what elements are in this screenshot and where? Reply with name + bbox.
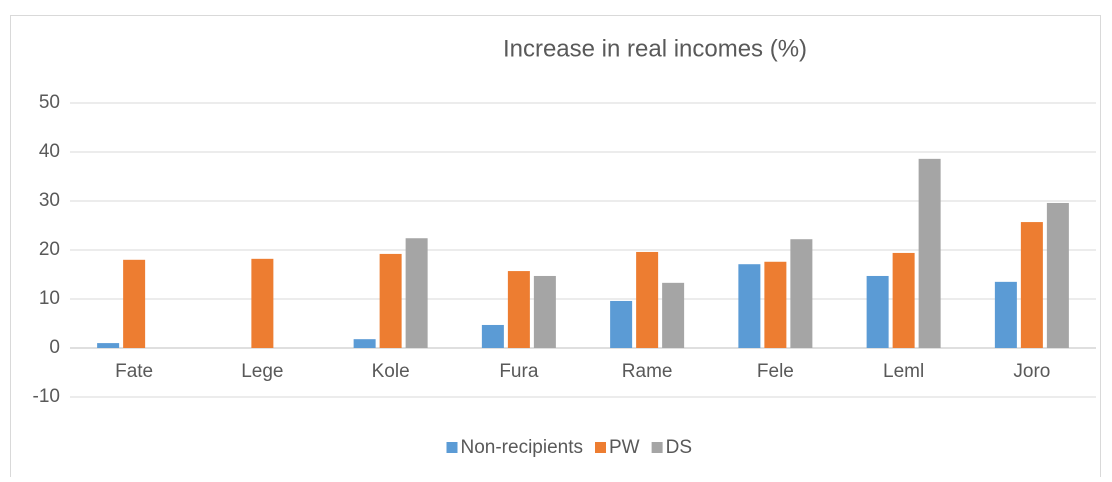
- bar: [918, 158, 941, 348]
- bar: [379, 253, 402, 348]
- bar: [610, 300, 633, 348]
- x-tick-label: Lege: [241, 361, 283, 382]
- bar: [866, 275, 889, 348]
- y-tick-label: 40: [39, 141, 60, 162]
- legend-label: PW: [609, 437, 640, 458]
- x-tick-label: Fura: [499, 361, 539, 382]
- bar: [97, 343, 120, 348]
- y-tick-label: 10: [39, 288, 60, 309]
- x-tick-label: Fele: [757, 361, 794, 382]
- y-tick-label: -10: [33, 386, 60, 407]
- legend-label: DS: [666, 437, 692, 458]
- bar: [533, 275, 556, 348]
- bar: [405, 238, 428, 348]
- x-tick-label: Fate: [115, 361, 153, 382]
- bar: [1020, 222, 1043, 348]
- bar: [481, 324, 504, 348]
- y-tick-label: 50: [39, 92, 60, 113]
- bar: [1046, 202, 1069, 348]
- bar: [123, 259, 146, 348]
- x-tick-label: Joro: [1013, 361, 1050, 382]
- x-tick-label: Kole: [372, 361, 410, 382]
- bar: [251, 258, 274, 348]
- bar: [892, 252, 915, 348]
- y-tick-label: 0: [49, 337, 60, 358]
- x-tick-label: Rame: [622, 361, 673, 382]
- chart-title: Increase in real incomes (%): [503, 35, 807, 62]
- y-tick-label: 20: [39, 239, 60, 260]
- x-tick-label: Leml: [883, 361, 924, 382]
- legend-swatch: [651, 442, 663, 453]
- bar: [790, 239, 813, 348]
- bar: [353, 339, 376, 348]
- legend-swatch: [446, 442, 458, 453]
- legend-swatch: [595, 442, 606, 453]
- bar: [738, 264, 761, 348]
- bar: [764, 261, 787, 348]
- bar: [636, 251, 659, 348]
- bar: [994, 281, 1017, 348]
- bar: [662, 282, 685, 348]
- legend-label: Non-recipients: [461, 437, 584, 458]
- bar: [507, 271, 530, 348]
- y-tick-label: 30: [39, 190, 60, 211]
